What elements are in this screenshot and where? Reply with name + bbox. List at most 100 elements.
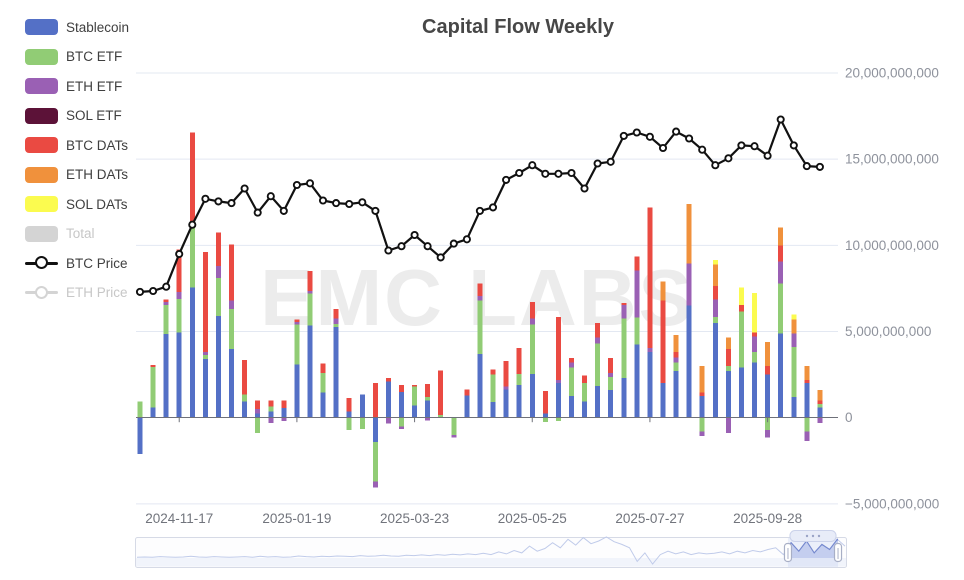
bar-segment [137, 417, 143, 454]
price-marker [554, 169, 563, 178]
bar-segment [229, 244, 235, 301]
bar-segment [791, 333, 797, 348]
bar-segment [778, 261, 784, 284]
legend-item-eth-price[interactable]: ETH Price [25, 285, 129, 301]
bar-segment [477, 283, 483, 297]
legend-item-stablecoin[interactable]: Stablecoin [25, 19, 129, 35]
price-marker [724, 154, 733, 163]
bar-segment [712, 322, 718, 418]
bar-segment [215, 278, 221, 317]
bar-segment [542, 390, 548, 414]
price-marker [253, 208, 262, 217]
price-marker [175, 249, 184, 259]
datazoom-right-handle[interactable] [833, 542, 843, 563]
bar-segment [516, 384, 522, 418]
bar-segment [791, 314, 797, 320]
bar-segment [412, 384, 418, 387]
datazoom-window[interactable] [787, 538, 839, 567]
bar-segment [359, 394, 365, 418]
x-axis-label: 2025-05-25 [498, 511, 567, 526]
bar-segment [202, 359, 208, 418]
btc-price-line-icon [25, 255, 58, 271]
stacked-bars [137, 132, 823, 488]
price-marker [619, 131, 628, 140]
bar-segment [542, 417, 548, 423]
legend-item-btc-etf[interactable]: BTC ETF [25, 48, 129, 65]
bar-segment [359, 417, 365, 429]
bar-segment [294, 364, 300, 418]
bar-segment [555, 316, 561, 380]
legend-label: Stablecoin [66, 19, 130, 35]
legend-item-btc-price[interactable]: BTC Price [25, 255, 129, 271]
price-marker [135, 287, 145, 296]
bar-segment [399, 426, 404, 429]
x-axis-label: 2025-07-27 [615, 511, 684, 526]
bar-segment [268, 400, 274, 407]
bar-segment [490, 374, 496, 403]
eth-dats-swatch-icon [25, 166, 58, 183]
bar-segment [490, 369, 496, 375]
price-marker [266, 192, 275, 201]
bar-segment [399, 384, 404, 392]
bar-segment [150, 366, 156, 408]
bar-segment [202, 352, 208, 355]
bar-segment [464, 395, 470, 418]
legend-label: ETH Price [66, 285, 128, 300]
bar-segment [294, 324, 300, 365]
bar-segment [242, 401, 248, 418]
price-marker [515, 168, 524, 178]
bar-segment [765, 429, 771, 438]
bar-segment [372, 481, 378, 488]
bar-segment [582, 375, 588, 384]
bar-segment [385, 417, 391, 424]
y-axis-label: −5,000,000,000 [845, 496, 939, 511]
price-marker [685, 134, 694, 143]
price-marker [658, 143, 668, 153]
bar-segment [804, 383, 810, 418]
legend-item-eth-etf[interactable]: ETH ETF [25, 78, 129, 94]
legend-item-total[interactable]: Total [25, 225, 129, 242]
price-marker [802, 162, 811, 171]
price-marker [371, 206, 380, 215]
bar-segment [686, 203, 692, 264]
stablecoin-swatch-icon [25, 19, 58, 35]
bar-segment [503, 360, 509, 387]
bar-segment [738, 367, 744, 418]
legend-label: ETH DATs [66, 167, 129, 182]
price-marker [711, 161, 720, 170]
bar-segment [699, 396, 705, 418]
datazoom-tab-handle[interactable] [789, 530, 837, 542]
bar-segment [320, 372, 326, 393]
price-marker [789, 141, 798, 150]
legend-item-btc-dats[interactable]: BTC DATs [25, 137, 129, 153]
x-axis-label: 2024-11-17 [145, 511, 213, 526]
price-marker [541, 169, 550, 178]
bar-segment [451, 434, 457, 438]
legend-item-sol-dats[interactable]: SOL DATs [25, 196, 129, 212]
bar-segment [307, 271, 313, 292]
legend-item-eth-dats[interactable]: ETH DATs [25, 166, 129, 183]
bar-segment [608, 390, 614, 418]
total-swatch-icon [25, 225, 58, 242]
price-marker [763, 151, 772, 160]
bar-segment [699, 417, 705, 432]
legend-item-sol-etf[interactable]: SOL ETF [25, 107, 129, 124]
bar-segment [712, 260, 718, 265]
price-marker [475, 206, 484, 215]
bar-segment [595, 343, 601, 386]
y-axis-label: 0 [845, 410, 853, 425]
bar-segment [699, 392, 705, 397]
price-marker [436, 253, 445, 262]
bar-segment [281, 417, 287, 422]
datazoom-left-handle[interactable] [783, 542, 793, 563]
price-marker [423, 242, 432, 251]
bar-segment [738, 311, 744, 368]
bar-segment [765, 341, 771, 366]
bar-segment [438, 415, 444, 418]
bar-segment [451, 417, 457, 435]
bar-segment [568, 396, 574, 418]
bar-segment [242, 394, 248, 402]
price-marker [567, 168, 576, 178]
price-marker [606, 157, 615, 166]
